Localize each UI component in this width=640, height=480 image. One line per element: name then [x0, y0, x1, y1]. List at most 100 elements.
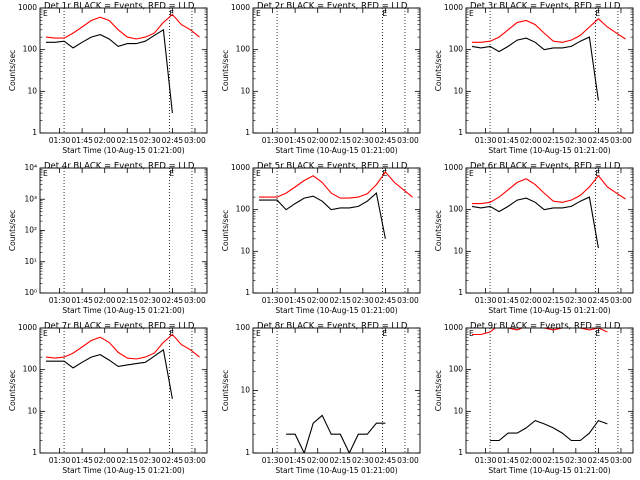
axes-frame — [252, 327, 421, 454]
x-tick-label: 01:45 — [497, 456, 519, 465]
y-tick-label: 10³ — [24, 194, 37, 203]
event-marker: E — [595, 9, 600, 18]
event-marker: E — [43, 9, 48, 18]
axes-frame — [39, 327, 208, 454]
x-tick-label: 02:30 — [139, 296, 161, 305]
x-tick-label: 02:45 — [588, 136, 610, 145]
event-marker: E — [595, 169, 600, 178]
y-tick-label: 10 — [27, 406, 37, 415]
y-axis-label: Counts/sec — [221, 210, 230, 251]
y-tick-label: 1000 — [231, 3, 250, 12]
x-tick-label: 01:45 — [284, 456, 306, 465]
x-tick-label: 01:45 — [497, 296, 519, 305]
y-tick-label: 1 — [32, 448, 37, 457]
y-tick-label: 100 — [449, 45, 464, 54]
x-tick-label: 02:45 — [375, 296, 397, 305]
series-line — [472, 18, 626, 43]
x-tick-label: 02:00 — [94, 456, 116, 465]
y-tick-label: 1 — [458, 288, 463, 297]
y-tick-label: 1 — [245, 288, 250, 297]
panel: Det 9r BLACK = Events, RED = LLD Counts/s… — [434, 322, 634, 475]
panel: Det 8r BLACK = Events, RED = LLD Counts/s… — [221, 322, 421, 475]
x-tick-label: 01:30 — [475, 456, 497, 465]
x-tick-label: 01:45 — [71, 136, 93, 145]
event-marker: E — [382, 9, 387, 18]
series-line — [45, 333, 200, 360]
y-axis-label: Counts/sec — [8, 210, 17, 251]
x-tick-label: 03:00 — [397, 296, 419, 305]
x-tick-label: 01:30 — [262, 136, 284, 145]
y-tick-label: 10⁴ — [24, 163, 37, 172]
panel: Det 2r BLACK = Events, RED = LLD Counts/s… — [221, 2, 421, 155]
panel-title: Det 2r BLACK = Events, RED = LLD — [257, 2, 408, 12]
y-tick-label: 100 — [449, 365, 464, 374]
panel-title: Det 6r BLACK = Events, RED = LLD — [470, 162, 621, 172]
x-tick-label: 01:30 — [475, 296, 497, 305]
x-axis-label: Start Time (10-Aug-15 01:21:00) — [488, 466, 610, 475]
series-line — [45, 13, 200, 40]
event-marker: E — [469, 329, 474, 338]
y-tick-label: 1000 — [444, 323, 463, 332]
x-tick-label: 02:30 — [352, 456, 374, 465]
y-tick-label: 1000 — [231, 163, 250, 172]
y-tick-label: 1 — [458, 448, 463, 457]
panel: Det 5r BLACK = Events, RED = LLD Counts/s… — [221, 162, 421, 315]
x-tick-label: 02:30 — [565, 456, 587, 465]
event-marker: E — [256, 169, 261, 178]
y-tick-label: 1000 — [444, 3, 463, 12]
y-tick-label: 10 — [453, 246, 463, 255]
series-line — [286, 414, 386, 453]
y-tick-label: 10 — [240, 246, 250, 255]
panel-title: Det 5r BLACK = Events, RED = LLD — [257, 162, 408, 172]
x-tick-label: 02:45 — [162, 136, 184, 145]
y-axis-label: Counts/sec — [8, 50, 17, 91]
x-axis-label: Start Time (10-Aug-15 01:21:00) — [275, 466, 397, 475]
series-line — [46, 28, 173, 114]
y-tick-label: 10 — [453, 406, 463, 415]
x-tick-label: 02:45 — [588, 456, 610, 465]
y-axis-label: Counts/sec — [434, 50, 443, 91]
panel-title: Det 9r BLACK = Events, RED = LLD — [470, 322, 621, 332]
x-tick-label: 02:00 — [94, 296, 116, 305]
x-tick-label: 01:30 — [49, 296, 71, 305]
x-tick-label: 01:45 — [71, 456, 93, 465]
x-tick-label: 02:45 — [162, 456, 184, 465]
y-tick-label: 1 — [245, 448, 250, 457]
series-line — [471, 36, 599, 101]
x-tick-label: 02:30 — [565, 136, 587, 145]
y-tick-label: 1 — [458, 128, 463, 137]
x-tick-label: 01:30 — [49, 456, 71, 465]
x-tick-label: 01:45 — [284, 136, 306, 145]
axes-frame — [252, 7, 421, 134]
x-axis-label: Start Time (10-Aug-15 01:21:00) — [275, 306, 397, 315]
panel-title: Det 1r BLACK = Events, RED = LLD — [44, 2, 195, 12]
y-axis-label: Counts/sec — [221, 50, 230, 91]
panel: Det 1r BLACK = Events, RED = LLD Counts/s… — [8, 2, 208, 155]
event-marker: E — [43, 329, 48, 338]
event-marker: E — [256, 329, 261, 338]
y-tick-label: 100 — [449, 205, 464, 214]
y-tick-label: 10⁰ — [24, 288, 37, 297]
panel: Det 4r BLACK = Events, RED = LLD Counts/s… — [8, 162, 208, 315]
x-axis-label: Start Time (10-Aug-15 01:21:00) — [488, 306, 610, 315]
x-tick-label: 03:00 — [184, 136, 206, 145]
y-tick-label: 10 — [240, 86, 250, 95]
x-tick-label: 02:15 — [329, 456, 351, 465]
x-tick-label: 03:00 — [610, 136, 632, 145]
y-tick-label: 100 — [236, 45, 251, 54]
y-tick-label: 10¹ — [24, 257, 37, 266]
event-marker: E — [43, 169, 48, 178]
x-tick-label: 03:00 — [184, 456, 206, 465]
y-tick-label: 100 — [236, 205, 251, 214]
x-tick-label: 01:30 — [49, 136, 71, 145]
x-tick-label: 02:00 — [94, 136, 116, 145]
event-marker: E — [595, 329, 600, 338]
y-axis-label: Counts/sec — [434, 370, 443, 411]
axes-frame — [252, 167, 421, 294]
axes-frame — [39, 7, 208, 134]
x-tick-label: 02:15 — [329, 296, 351, 305]
x-tick-label: 02:00 — [520, 296, 542, 305]
x-tick-label: 02:15 — [329, 136, 351, 145]
